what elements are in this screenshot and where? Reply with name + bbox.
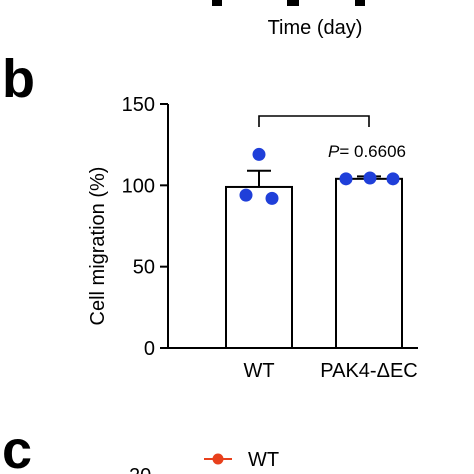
y-tick-label-1: 50 [133, 257, 155, 279]
top-panel-cut-tick-3 [355, 0, 365, 6]
category-label-group: WT PAK4-ΔEC [243, 360, 417, 382]
y-axis-title: Cell migration (%) [87, 167, 109, 326]
bar-0 [225, 185, 293, 349]
y-tick-label-2: 100 [122, 175, 155, 197]
p-value-number: = 0.6606 [339, 142, 406, 161]
y-tick-label-3: 150 [122, 94, 155, 116]
bar-group [225, 169, 403, 349]
data-point-1-2 [386, 172, 400, 186]
point-group [239, 147, 400, 205]
y-tick-group: 0 50 100 150 [122, 94, 168, 360]
data-point-0-0 [252, 147, 266, 161]
top-panel-xlabel: Time (day) [268, 17, 363, 39]
top-panel-cut-tick-1 [212, 0, 222, 6]
data-point-0-2 [265, 191, 279, 205]
p-value-annotation: P= 0.6606 [328, 142, 406, 161]
top-panel-fragment: Time (day) [212, 0, 365, 39]
panel-c-legend: WT [204, 449, 279, 471]
category-label-1: PAK4-ΔEC [320, 360, 417, 382]
p-value-symbol: P [328, 142, 340, 161]
significance-bracket [258, 115, 370, 127]
legend-wt-label: WT [248, 449, 279, 471]
data-point-0-1 [239, 188, 253, 202]
category-label-0: WT [243, 360, 274, 382]
panel-c-partial-tick-label: 20 [129, 465, 151, 474]
bar-1 [335, 177, 403, 349]
top-panel-cut-tick-2 [287, 0, 299, 6]
data-point-1-1 [363, 171, 377, 185]
panel-c-letter: c [2, 420, 32, 474]
legend-wt-marker [212, 453, 224, 465]
y-tick-label-0: 0 [144, 338, 155, 360]
data-point-1-0 [339, 172, 353, 186]
panel-b-letter: b [2, 49, 35, 109]
